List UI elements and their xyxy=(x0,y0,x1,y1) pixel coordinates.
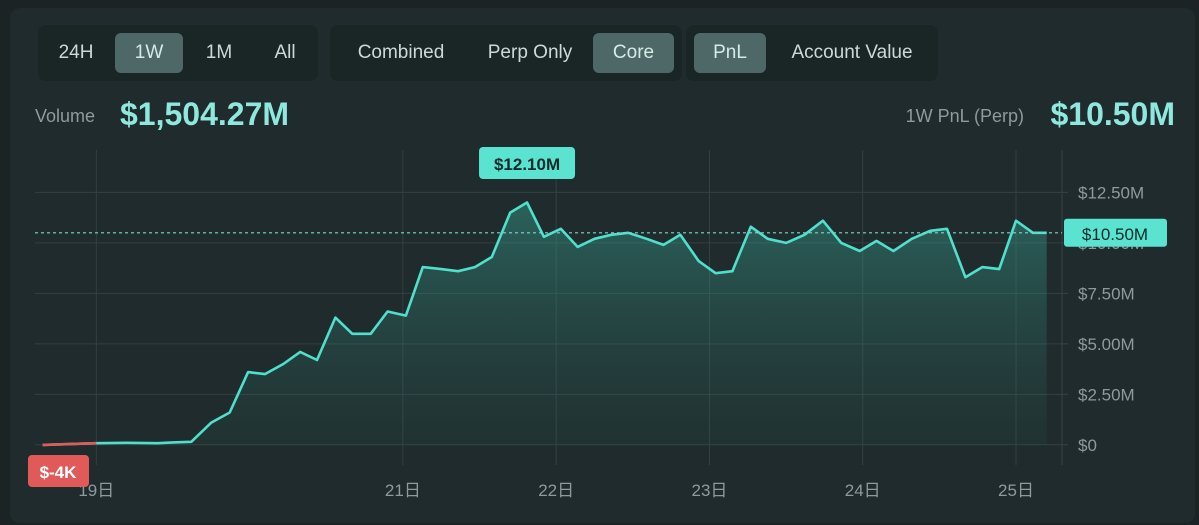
y-tick-label: $7.50M xyxy=(1078,284,1135,303)
metric-tab-group: PnL Account Value xyxy=(686,25,938,81)
y-tick-label: $12.50M xyxy=(1078,183,1144,202)
negative-start-segment xyxy=(42,441,97,447)
range-tab-1w[interactable]: 1W xyxy=(115,33,183,73)
min-value-label: $-4K xyxy=(40,463,78,482)
range-tab-group: 24H 1W 1M All xyxy=(38,25,318,81)
metric-tab-pnl[interactable]: PnL xyxy=(694,33,766,73)
area-layer xyxy=(42,202,1047,445)
min-value-badge-bg xyxy=(28,455,89,487)
x-tick-label: 25日 xyxy=(998,481,1034,500)
pnl-value: $10.50M xyxy=(1050,96,1175,132)
scope-tab-combined[interactable]: Combined xyxy=(357,42,445,63)
min-value-badge: $-4K xyxy=(28,455,89,487)
range-tab-24h[interactable]: 24H xyxy=(58,42,94,63)
x-tick-label: 22日 xyxy=(538,481,574,500)
current-value-badge-bg xyxy=(1064,218,1167,247)
x-tick-label: 24日 xyxy=(845,481,881,500)
scope-tab-perp-only[interactable]: Perp Only xyxy=(487,42,573,63)
x-tick-label: 21日 xyxy=(385,481,421,500)
x-axis-ticks: 19日 21日 22日 23日 24日 25日 xyxy=(78,481,1034,500)
range-tab-all[interactable]: All xyxy=(274,42,296,63)
y-tick-label: $5.00M xyxy=(1078,335,1135,354)
max-value-badge-bg xyxy=(479,147,576,179)
scope-tab-core[interactable]: Core xyxy=(593,33,674,73)
max-value-badge: $12.10M xyxy=(479,147,576,179)
line-layer xyxy=(35,201,1062,447)
pnl-series-line xyxy=(42,201,1047,447)
range-tab-1m[interactable]: 1M xyxy=(205,42,233,63)
scope-tab-group: Combined Perp Only Core xyxy=(330,25,682,81)
pnl-label: 1W PnL (Perp) xyxy=(905,106,1024,126)
current-value-badge: $10.50M xyxy=(1064,218,1167,247)
max-value-label: $12.10M xyxy=(494,155,560,174)
current-value-label: $10.50M xyxy=(1082,225,1148,244)
metric-tab-account-value[interactable]: Account Value xyxy=(791,42,913,63)
x-tick-label: 23日 xyxy=(691,481,727,500)
y-tick-label: $0 xyxy=(1078,436,1097,455)
volume-value: $1,504.27M xyxy=(120,96,290,132)
y-tick-label: $2.50M xyxy=(1078,385,1135,404)
annotation-labels: $10.50M $12.10M $-4K xyxy=(28,147,1167,487)
pnl-area-fill xyxy=(42,202,1047,445)
volume-label: Volume xyxy=(35,106,96,126)
